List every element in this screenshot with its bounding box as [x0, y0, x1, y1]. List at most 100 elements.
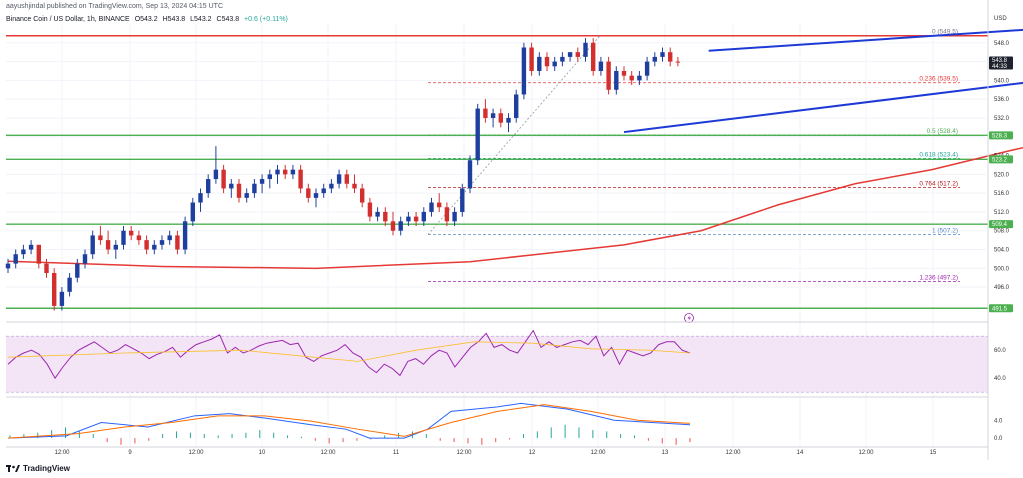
x-tick-label: 13	[662, 450, 669, 456]
candle-body	[121, 230, 126, 245]
tradingview-brand: TradingView	[6, 464, 70, 473]
ohlc-high: H543.8	[162, 16, 186, 23]
candle-body	[213, 169, 219, 180]
brand-name: TradingView	[23, 464, 70, 473]
candle-body	[267, 174, 272, 180]
candle-body	[483, 108, 488, 118]
candle-body	[567, 52, 573, 57]
candle-body	[498, 113, 503, 123]
candle-body	[552, 61, 557, 67]
ohlc-change: +0.6 (+0.11%)	[244, 16, 288, 23]
candle-body	[652, 56, 657, 62]
x-tick-label: 12	[529, 450, 536, 456]
candle-body	[75, 263, 80, 278]
rsi-ma-line	[7, 341, 691, 362]
candle-body	[236, 183, 242, 198]
fib-level-label: 1 (507.2)	[932, 227, 958, 234]
candle-body	[13, 254, 18, 264]
candle-body	[113, 244, 118, 250]
macd-pane[interactable]	[7, 402, 691, 445]
ma-100-line	[7, 146, 1023, 270]
macd-tick-label: 0.0	[994, 436, 1003, 442]
x-tick-label: 12:00	[54, 450, 70, 456]
candle-body	[644, 61, 650, 76]
ohlc-close: C543.8	[216, 16, 240, 23]
y-tick-label: 520.0	[994, 172, 1010, 178]
candle-body	[190, 202, 195, 222]
candle-body	[544, 56, 550, 67]
candle-body	[44, 263, 49, 274]
candle-body	[621, 70, 627, 76]
y-tick-label: 540.0	[994, 78, 1010, 84]
candle-body	[329, 183, 334, 189]
x-tick-label: 15	[930, 450, 937, 456]
candle-body	[475, 108, 480, 161]
y-tick-label: 536.0	[994, 97, 1010, 103]
candle-body	[98, 235, 103, 241]
candle-body	[575, 52, 580, 57]
candle-body	[59, 291, 65, 306]
fib-level-label: 0.764 (517.2)	[919, 181, 958, 188]
candle-body	[406, 216, 411, 222]
y-tick-label: 548.0	[994, 41, 1010, 47]
x-tick-label: 12:00	[725, 450, 741, 456]
fib-level-label: 1.236 (497.2)	[919, 274, 958, 281]
fib-level-label: 0.5 (528.4)	[927, 128, 958, 135]
level-badge	[989, 155, 1013, 164]
x-tick-label: 12:00	[188, 450, 204, 456]
rsi-tick-label: 40.0	[994, 376, 1006, 382]
rsi-pane[interactable]	[6, 329, 988, 393]
candle-body	[306, 188, 311, 198]
candle-body	[167, 235, 172, 241]
candle-body	[28, 244, 34, 250]
candle-body	[668, 52, 673, 62]
candle-body	[129, 230, 134, 236]
current-price-label: 543.8	[992, 58, 1008, 64]
candle-body	[36, 244, 41, 264]
y-tick-label: 508.0	[994, 229, 1010, 235]
candle-body	[21, 249, 26, 255]
candle-body	[290, 169, 296, 175]
level-badge-label: 491.5	[992, 306, 1008, 312]
current-price-badge	[989, 56, 1013, 70]
symbol-info: Binance Coin / US Dollar, 1h, BINANCE O5…	[6, 16, 291, 23]
fib-level-label: 0.618 (523.4)	[919, 151, 958, 158]
candle-body	[421, 211, 426, 222]
x-tick-label: 12:00	[456, 450, 472, 456]
candle-body	[275, 169, 280, 175]
candle-body	[336, 174, 342, 184]
x-tick-label: 11	[393, 450, 400, 456]
channel-lower-line	[623, 81, 1023, 134]
publisher-header: aayushjindal published on TradingView.co…	[6, 3, 224, 10]
candle-body	[136, 235, 142, 241]
candle-body	[675, 61, 681, 63]
y-tick-label: 516.0	[994, 191, 1010, 197]
candle-body	[529, 47, 534, 71]
candle-body	[452, 211, 457, 222]
candle-body	[5, 263, 11, 269]
level-badge	[989, 220, 1013, 229]
candle-body	[152, 244, 157, 250]
fib-level-label: 0 (549.5)	[932, 29, 958, 36]
channel-upper-line	[708, 28, 1023, 52]
candle-body	[175, 235, 180, 250]
candle-body	[383, 211, 388, 222]
candle-body	[105, 240, 111, 250]
candle-body	[206, 179, 211, 194]
candle-body	[283, 169, 288, 175]
candle-body	[506, 117, 511, 123]
y-tick-label: 504.0	[994, 248, 1010, 254]
candle-body	[344, 174, 349, 184]
level-badge-label: 523.2	[992, 157, 1008, 163]
macd-line	[7, 402, 691, 439]
price-pane[interactable]: 0 (549.5) 0.236 (539.5) 0.5 (528.4) 0.618 (…	[5, 28, 1023, 323]
candle-body	[229, 183, 234, 189]
y-tick-label: 532.0	[994, 116, 1010, 122]
candle-body	[313, 193, 319, 198]
candle-body	[367, 202, 373, 217]
level-badge	[989, 131, 1013, 140]
candle-body	[321, 188, 326, 194]
candle-body	[660, 52, 665, 57]
candle-body	[259, 179, 265, 184]
